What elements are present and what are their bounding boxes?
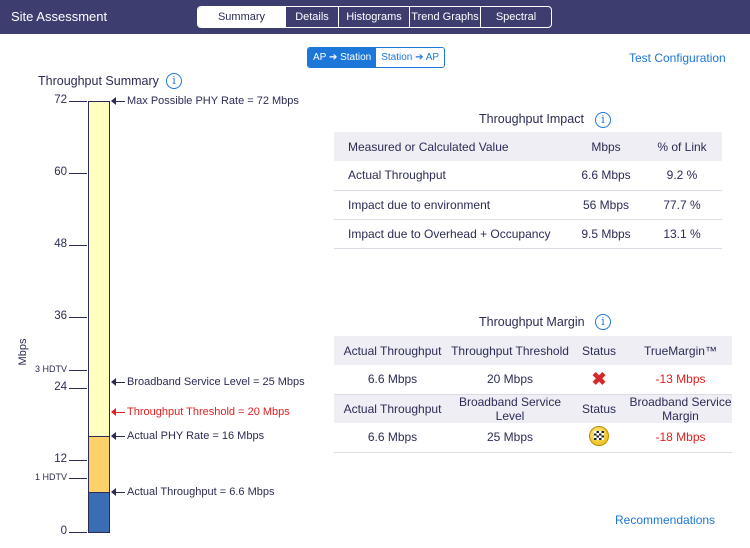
tab-bar: Summary Details Histograms Trend Graphs …	[197, 6, 552, 28]
table-cell: 20 Mbps	[451, 365, 569, 395]
column-header: Measured or Calculated Value	[334, 132, 570, 161]
table-cell: 6.6 Mbps	[334, 423, 451, 453]
test-configuration-link[interactable]: Test Configuration	[629, 51, 726, 65]
table-cell: Impact due to environment	[334, 190, 570, 220]
table-cell: -13 Mbps	[629, 365, 732, 395]
arrow-left-icon	[111, 407, 127, 417]
column-header: Throughput Threshold	[451, 336, 569, 365]
top-bar: Site Assessment Summary Details Histogra…	[0, 0, 750, 34]
tick-mark	[69, 532, 87, 533]
column-header: % of Link	[642, 132, 722, 161]
table-cell: 25 Mbps	[451, 423, 569, 453]
marker-max-phy-rate: Max Possible PHY Rate = 72 Mbps	[111, 94, 299, 108]
tab-trend-graphs[interactable]: Trend Graphs	[409, 7, 480, 27]
throughput-impact-title: Throughput Impact	[479, 112, 584, 126]
table-cell: 77.7 %	[642, 190, 722, 220]
tab-details[interactable]: Details	[285, 7, 338, 27]
table-cell: 6.6 Mbps	[570, 161, 642, 191]
table-cell: ✖	[569, 365, 629, 395]
tick-mark	[69, 478, 87, 480]
throughput-margin-table: Actual Throughput Throughput Threshold S…	[334, 336, 732, 453]
tab-histograms[interactable]: Histograms	[338, 7, 409, 27]
marker-broadband-service-level: Broadband Service Level = 25 Mbps	[111, 375, 305, 389]
arrow-left-icon	[111, 377, 127, 387]
table-row: 6.6 Mbps 20 Mbps ✖ -13 Mbps	[334, 365, 732, 395]
table-header-row: Actual Throughput Throughput Threshold S…	[334, 336, 732, 365]
table-cell: Actual Throughput	[334, 161, 570, 191]
marker-throughput-threshold: Throughput Threshold = 20 Mbps	[111, 405, 290, 419]
table-header-row: Measured or Calculated Value Mbps % of L…	[334, 132, 722, 161]
tick-mark	[69, 370, 87, 372]
checkered-flag-icon	[589, 425, 609, 446]
marker-actual-throughput: Actual Throughput = 6.6 Mbps	[111, 485, 274, 499]
bar-segment-overhead	[88, 101, 110, 438]
column-header: Broadband Service Level	[451, 394, 569, 423]
recommendations-link[interactable]: Recommendations	[615, 513, 716, 527]
table-cell: 9.2 %	[642, 161, 722, 191]
marker-actual-phy-rate: Actual PHY Rate = 16 Mbps	[111, 429, 264, 443]
station-to-ap-button[interactable]: Station ➔ AP	[376, 48, 445, 67]
table-row: Impact due to Overhead + Occupancy 9.5 M…	[334, 219, 722, 249]
table-row: Impact due to environment 56 Mbps 77.7 %	[334, 190, 722, 220]
info-icon[interactable]: i	[166, 73, 182, 89]
tick-mark	[69, 244, 87, 246]
arrow-left-icon	[111, 431, 127, 441]
tick-label-0: 0	[60, 525, 67, 537]
table-header-row: Actual Throughput Broadband Service Leve…	[334, 394, 732, 423]
table-cell: 9.5 Mbps	[570, 219, 642, 249]
throughput-impact-table: Measured or Calculated Value Mbps % of L…	[334, 132, 722, 249]
tick-mark	[69, 101, 87, 102]
direction-toggle: AP ➔ Station Station ➔ AP	[307, 47, 446, 68]
table-cell: 13.1 %	[642, 219, 722, 249]
column-header: Mbps	[570, 132, 642, 161]
ap-to-station-button[interactable]: AP ➔ Station	[308, 48, 377, 67]
tab-summary[interactable]: Summary	[198, 7, 285, 27]
tick-label-72: 72	[54, 94, 67, 106]
tick-mark	[69, 316, 87, 318]
table-cell: -18 Mbps	[629, 423, 732, 453]
red-x-icon: ✖	[591, 369, 607, 390]
app-title: Site Assessment	[11, 9, 108, 24]
bar-segment-environment	[88, 436, 110, 494]
table-cell: Impact due to Overhead + Occupancy	[334, 219, 570, 249]
tick-label-3-hdtv: 3 HDTV	[34, 364, 67, 375]
info-icon[interactable]: i	[595, 112, 611, 128]
tick-label-12: 12	[54, 453, 67, 466]
throughput-margin-title: Throughput Margin	[479, 315, 585, 329]
tick-label-48: 48	[54, 237, 67, 250]
column-header: Broadband Service Margin	[629, 394, 732, 423]
table-cell: 6.6 Mbps	[334, 365, 451, 395]
column-header: Status	[569, 336, 629, 365]
tick-label-36: 36	[54, 309, 67, 322]
tick-mark	[69, 172, 87, 174]
tick-label-1-hdtv: 1 HDTV	[34, 472, 67, 483]
table-row: 6.6 Mbps 25 Mbps -18 Mbps	[334, 423, 732, 453]
tick-label-60: 60	[54, 165, 67, 178]
tick-mark	[69, 388, 87, 390]
column-header: TrueMargin™	[629, 336, 732, 365]
column-header: Actual Throughput	[334, 394, 451, 423]
bar-segment-throughput	[88, 492, 110, 533]
column-header: Status	[569, 394, 629, 423]
throughput-summary-title: Throughput Summary	[38, 74, 159, 88]
table-row: Actual Throughput 6.6 Mbps 9.2 %	[334, 161, 722, 191]
tab-spectral[interactable]: Spectral	[480, 7, 551, 27]
column-header: Actual Throughput	[334, 336, 451, 365]
info-icon[interactable]: i	[595, 314, 611, 330]
table-cell: 56 Mbps	[570, 190, 642, 220]
arrow-left-icon	[111, 96, 127, 106]
table-cell	[569, 423, 629, 453]
arrow-left-icon	[111, 487, 127, 497]
tick-label-24: 24	[54, 381, 67, 394]
tick-mark	[69, 460, 87, 462]
